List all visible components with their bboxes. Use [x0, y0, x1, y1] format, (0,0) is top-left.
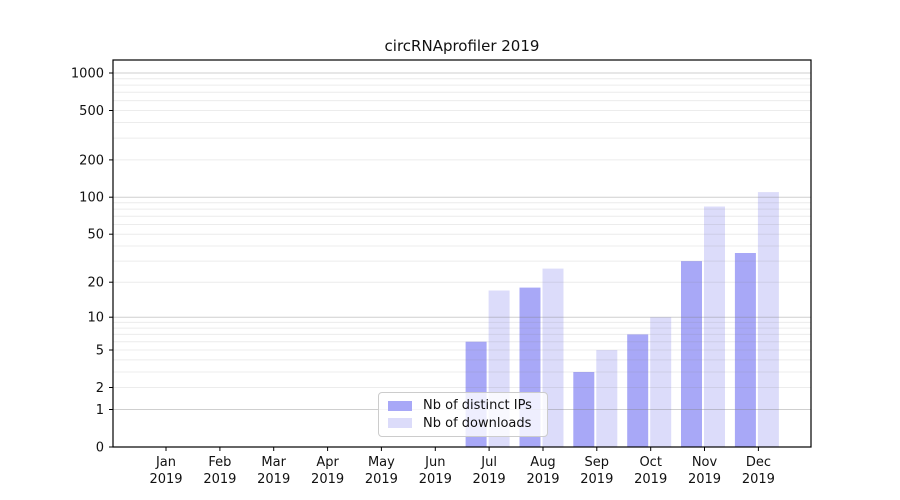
y-tick-label: 200	[79, 153, 104, 168]
x-tick-label-month: May	[368, 455, 395, 470]
x-tick-label-year: 2019	[149, 472, 182, 487]
legend-swatch-downloads	[388, 418, 412, 429]
legend-item-distinct-ips: Nb of distinct IPs	[388, 398, 538, 413]
y-tick-label: 500	[79, 104, 104, 119]
x-tick-label-year: 2019	[526, 472, 559, 487]
bar-downloads-oct	[650, 317, 672, 447]
x-tick-label-month: Nov	[692, 455, 718, 470]
y-tick-label: 100	[79, 191, 104, 206]
y-tick-label: 20	[87, 276, 104, 291]
plot-border	[112, 59, 812, 448]
x-tick-label-year: 2019	[634, 472, 667, 487]
x-tick-label-month: Sep	[585, 455, 610, 470]
y-tick-label: 1000	[71, 67, 104, 82]
y-tick-label: 10	[87, 311, 104, 326]
x-tick-label-year: 2019	[742, 472, 775, 487]
x-tick-label-year: 2019	[311, 472, 344, 487]
y-tick-label: 0	[96, 441, 104, 456]
x-tick-label-month: Mar	[261, 455, 286, 470]
x-tick-label-month: Jan	[155, 455, 176, 470]
x-tick-label-year: 2019	[473, 472, 506, 487]
legend-label-downloads: Nb of downloads	[423, 415, 532, 431]
y-tick-label: 2	[96, 381, 104, 396]
bar-downloads-sep	[596, 350, 618, 447]
bar-ips-nov	[681, 261, 702, 447]
bar-downloads-dec	[757, 192, 779, 447]
x-tick-label-month: Apr	[316, 455, 339, 470]
x-tick-label-month: Aug	[530, 455, 555, 470]
bar-ips-oct	[627, 334, 649, 447]
x-tick-label-month: Jun	[424, 455, 445, 470]
x-tick-label-year: 2019	[365, 472, 398, 487]
x-tick-label-month: Jul	[480, 455, 497, 470]
y-tick-label: 50	[87, 228, 104, 243]
bar-ips-sep	[573, 372, 595, 447]
chart-title: circRNAprofiler 2019	[384, 37, 540, 55]
legend-swatch-distinct-ips	[388, 400, 412, 411]
x-tick-label-year: 2019	[580, 472, 613, 487]
x-tick-label-month: Dec	[746, 455, 771, 470]
legend-label-distinct-ips: Nb of distinct IPs	[423, 398, 532, 414]
x-tick-label-year: 2019	[688, 472, 721, 487]
bar-downloads-nov	[704, 206, 725, 447]
x-tick-label-month: Oct	[639, 455, 661, 470]
legend-item-downloads: Nb of downloads	[388, 416, 538, 431]
x-tick-label-year: 2019	[203, 472, 236, 487]
bar-ips-dec	[734, 253, 756, 447]
y-tick-label: 1	[96, 403, 104, 418]
x-tick-label-year: 2019	[419, 472, 452, 487]
x-tick-label-year: 2019	[257, 472, 290, 487]
y-tick-label: 5	[96, 344, 104, 359]
legend: Nb of distinct IPs Nb of downloads	[378, 392, 548, 437]
x-tick-label-month: Feb	[208, 455, 231, 470]
